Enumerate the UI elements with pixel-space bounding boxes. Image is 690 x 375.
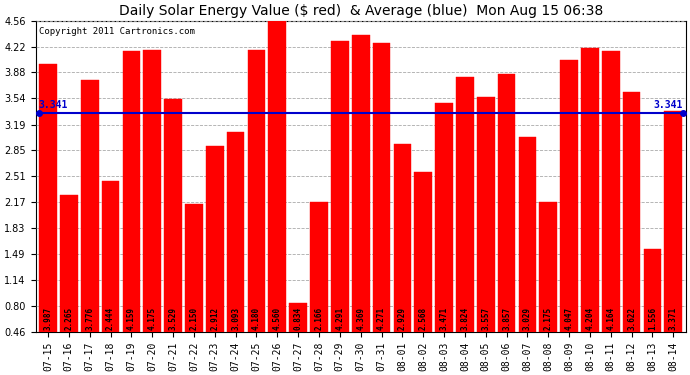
Text: 1.556: 1.556 — [648, 307, 657, 330]
Text: 2.444: 2.444 — [106, 307, 115, 330]
Title: Daily Solar Energy Value ($ red)  & Average (blue)  Mon Aug 15 06:38: Daily Solar Energy Value ($ red) & Avera… — [119, 4, 603, 18]
Text: 3.371: 3.371 — [669, 307, 678, 330]
Text: 4.560: 4.560 — [273, 307, 282, 330]
Text: 4.164: 4.164 — [607, 307, 615, 330]
Bar — [331, 41, 348, 332]
Text: 0.834: 0.834 — [294, 307, 303, 330]
Text: 3.529: 3.529 — [168, 307, 177, 330]
Bar — [477, 97, 495, 332]
Text: 3.824: 3.824 — [460, 307, 469, 330]
Bar — [289, 303, 307, 332]
Bar — [373, 43, 391, 332]
Bar — [352, 35, 370, 332]
Text: 3.857: 3.857 — [502, 307, 511, 330]
Text: 2.929: 2.929 — [398, 307, 407, 330]
Bar — [644, 249, 661, 332]
Bar — [393, 144, 411, 332]
Text: 2.568: 2.568 — [419, 307, 428, 330]
Bar — [435, 104, 453, 332]
Bar — [144, 50, 161, 332]
Text: 3.471: 3.471 — [440, 307, 449, 330]
Text: 4.369: 4.369 — [356, 307, 365, 330]
Bar — [540, 202, 557, 332]
Bar — [602, 51, 620, 332]
Text: 2.166: 2.166 — [315, 307, 324, 330]
Text: 3.093: 3.093 — [231, 307, 240, 330]
Bar — [664, 111, 682, 332]
Text: 4.175: 4.175 — [148, 307, 157, 330]
Text: 3.029: 3.029 — [523, 307, 532, 330]
Bar — [497, 74, 515, 332]
Text: 4.047: 4.047 — [564, 307, 573, 330]
Bar — [227, 132, 244, 332]
Text: 2.912: 2.912 — [210, 307, 219, 330]
Text: 2.265: 2.265 — [64, 307, 73, 330]
Text: 4.291: 4.291 — [335, 307, 344, 330]
Bar — [164, 99, 182, 332]
Bar — [268, 21, 286, 332]
Bar — [560, 60, 578, 332]
Bar — [123, 51, 140, 332]
Text: 2.150: 2.150 — [190, 307, 199, 330]
Bar — [581, 48, 599, 332]
Bar — [519, 137, 536, 332]
Bar — [623, 92, 640, 332]
Text: 3.776: 3.776 — [85, 307, 95, 330]
Bar — [456, 76, 474, 332]
Bar — [81, 80, 99, 332]
Bar — [101, 181, 119, 332]
Text: 4.204: 4.204 — [585, 307, 595, 330]
Text: 3.557: 3.557 — [481, 307, 490, 330]
Bar — [39, 64, 57, 332]
Text: 3.341: 3.341 — [653, 100, 682, 110]
Text: 3.341: 3.341 — [39, 100, 68, 110]
Bar — [248, 50, 266, 332]
Text: 4.271: 4.271 — [377, 307, 386, 330]
Text: 3.622: 3.622 — [627, 307, 636, 330]
Text: 4.180: 4.180 — [252, 307, 261, 330]
Bar — [415, 172, 432, 332]
Text: 3.987: 3.987 — [43, 307, 52, 330]
Bar — [60, 195, 78, 332]
Bar — [310, 202, 328, 332]
Text: 2.175: 2.175 — [544, 307, 553, 330]
Bar — [185, 204, 203, 332]
Text: Copyright 2011 Cartronics.com: Copyright 2011 Cartronics.com — [39, 27, 195, 36]
Text: 4.159: 4.159 — [127, 307, 136, 330]
Bar — [206, 146, 224, 332]
